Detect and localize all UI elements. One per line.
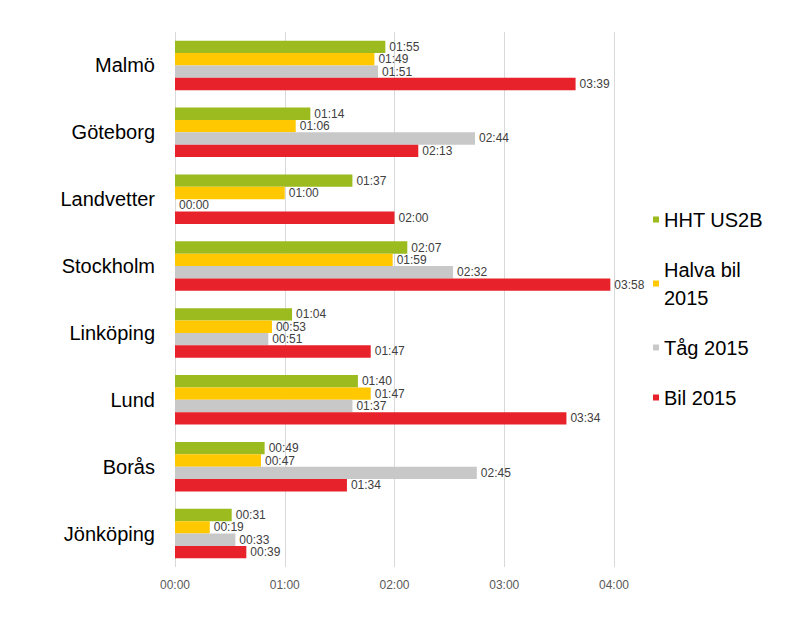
svg-text:01:37: 01:37 bbox=[356, 399, 386, 413]
svg-text:02:07: 02:07 bbox=[411, 240, 442, 255]
svg-text:Göteborg: Göteborg bbox=[72, 121, 155, 143]
svg-text:03:00: 03:00 bbox=[489, 578, 519, 592]
svg-text:Jönköping: Jönköping bbox=[64, 523, 155, 545]
svg-text:00:49: 00:49 bbox=[268, 441, 299, 456]
svg-text:00:31: 00:31 bbox=[235, 508, 266, 522]
svg-text:Landvetter: Landvetter bbox=[60, 188, 155, 210]
svg-text:01:55: 01:55 bbox=[389, 39, 420, 54]
svg-text:01:59: 01:59 bbox=[397, 253, 427, 267]
svg-text:01:47: 01:47 bbox=[374, 386, 405, 401]
svg-text:01:14: 01:14 bbox=[314, 106, 345, 121]
svg-text:Lund: Lund bbox=[111, 389, 156, 411]
svg-text:00:00: 00:00 bbox=[160, 578, 190, 592]
svg-text:00:19: 00:19 bbox=[213, 520, 244, 535]
svg-text:02:32: 02:32 bbox=[457, 265, 487, 279]
svg-text:00:33: 00:33 bbox=[239, 532, 270, 547]
svg-text:Bil 2015: Bil 2015 bbox=[664, 387, 736, 409]
svg-text:04:00: 04:00 bbox=[599, 578, 629, 592]
svg-text:01:40: 01:40 bbox=[361, 374, 392, 389]
svg-text:01:47: 01:47 bbox=[375, 344, 405, 358]
svg-text:Tåg 2015: Tåg 2015 bbox=[664, 337, 749, 359]
svg-text:03:34: 03:34 bbox=[570, 411, 600, 425]
svg-text:00:53: 00:53 bbox=[275, 319, 306, 334]
svg-text:01:49: 01:49 bbox=[378, 52, 409, 67]
svg-text:02:45: 02:45 bbox=[481, 466, 511, 480]
svg-text:02:00: 02:00 bbox=[379, 578, 409, 592]
svg-text:03:58: 03:58 bbox=[614, 278, 644, 292]
svg-text:00:47: 00:47 bbox=[265, 454, 295, 468]
svg-text:Malmö: Malmö bbox=[95, 54, 155, 76]
svg-text:00:00: 00:00 bbox=[179, 198, 209, 212]
svg-text:01:37: 01:37 bbox=[356, 174, 386, 188]
svg-text:00:51: 00:51 bbox=[272, 332, 302, 346]
svg-text:01:00: 01:00 bbox=[270, 578, 300, 592]
svg-text:Stockholm: Stockholm bbox=[62, 255, 155, 277]
svg-text:01:51: 01:51 bbox=[382, 65, 412, 79]
svg-text:02:13: 02:13 bbox=[422, 144, 452, 158]
svg-text:Borås: Borås bbox=[103, 456, 155, 478]
svg-text:Halva bil: Halva bil bbox=[664, 259, 746, 281]
svg-text:2015: 2015 bbox=[664, 287, 709, 309]
svg-text:HHT US2B: HHT US2B bbox=[664, 209, 763, 231]
svg-text:01:04: 01:04 bbox=[296, 307, 327, 322]
svg-text:03:39: 03:39 bbox=[580, 77, 610, 91]
svg-text:01:06: 01:06 bbox=[300, 119, 330, 133]
svg-text:00:39: 00:39 bbox=[250, 545, 280, 559]
svg-text:Linköping: Linköping bbox=[69, 322, 155, 344]
svg-text:02:44: 02:44 bbox=[479, 131, 509, 145]
svg-text:01:00: 01:00 bbox=[289, 186, 319, 200]
svg-text:02:00: 02:00 bbox=[399, 211, 429, 225]
svg-text:01:34: 01:34 bbox=[351, 478, 381, 492]
